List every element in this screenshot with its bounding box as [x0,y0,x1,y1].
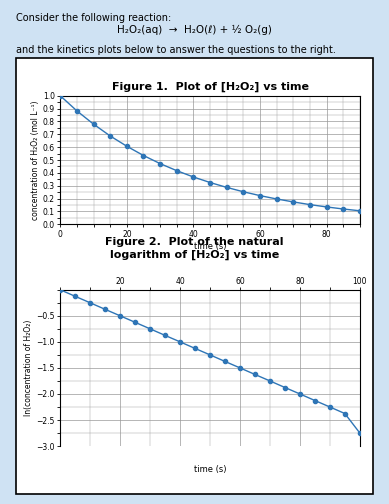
Text: H₂O₂(aq)  →  H₂O(ℓ) + ½ O₂(g): H₂O₂(aq) → H₂O(ℓ) + ½ O₂(g) [117,25,272,35]
X-axis label: time (s): time (s) [194,241,226,250]
Text: and the kinetics plots below to answer the questions to the right.: and the kinetics plots below to answer t… [16,45,335,55]
Text: Consider the following reaction:: Consider the following reaction: [16,13,171,23]
Y-axis label: concentration of H₂O₂ (mol L⁻¹): concentration of H₂O₂ (mol L⁻¹) [31,100,40,220]
X-axis label: time (s): time (s) [194,466,226,474]
Title: Figure 1.  Plot of [H₂O₂] vs time: Figure 1. Plot of [H₂O₂] vs time [112,82,308,92]
Y-axis label: ln(concentration of H₂O₂): ln(concentration of H₂O₂) [25,320,33,416]
Text: Figure 2.  Plot of the natural
logarithm of [H₂O₂] vs time: Figure 2. Plot of the natural logarithm … [105,237,284,260]
